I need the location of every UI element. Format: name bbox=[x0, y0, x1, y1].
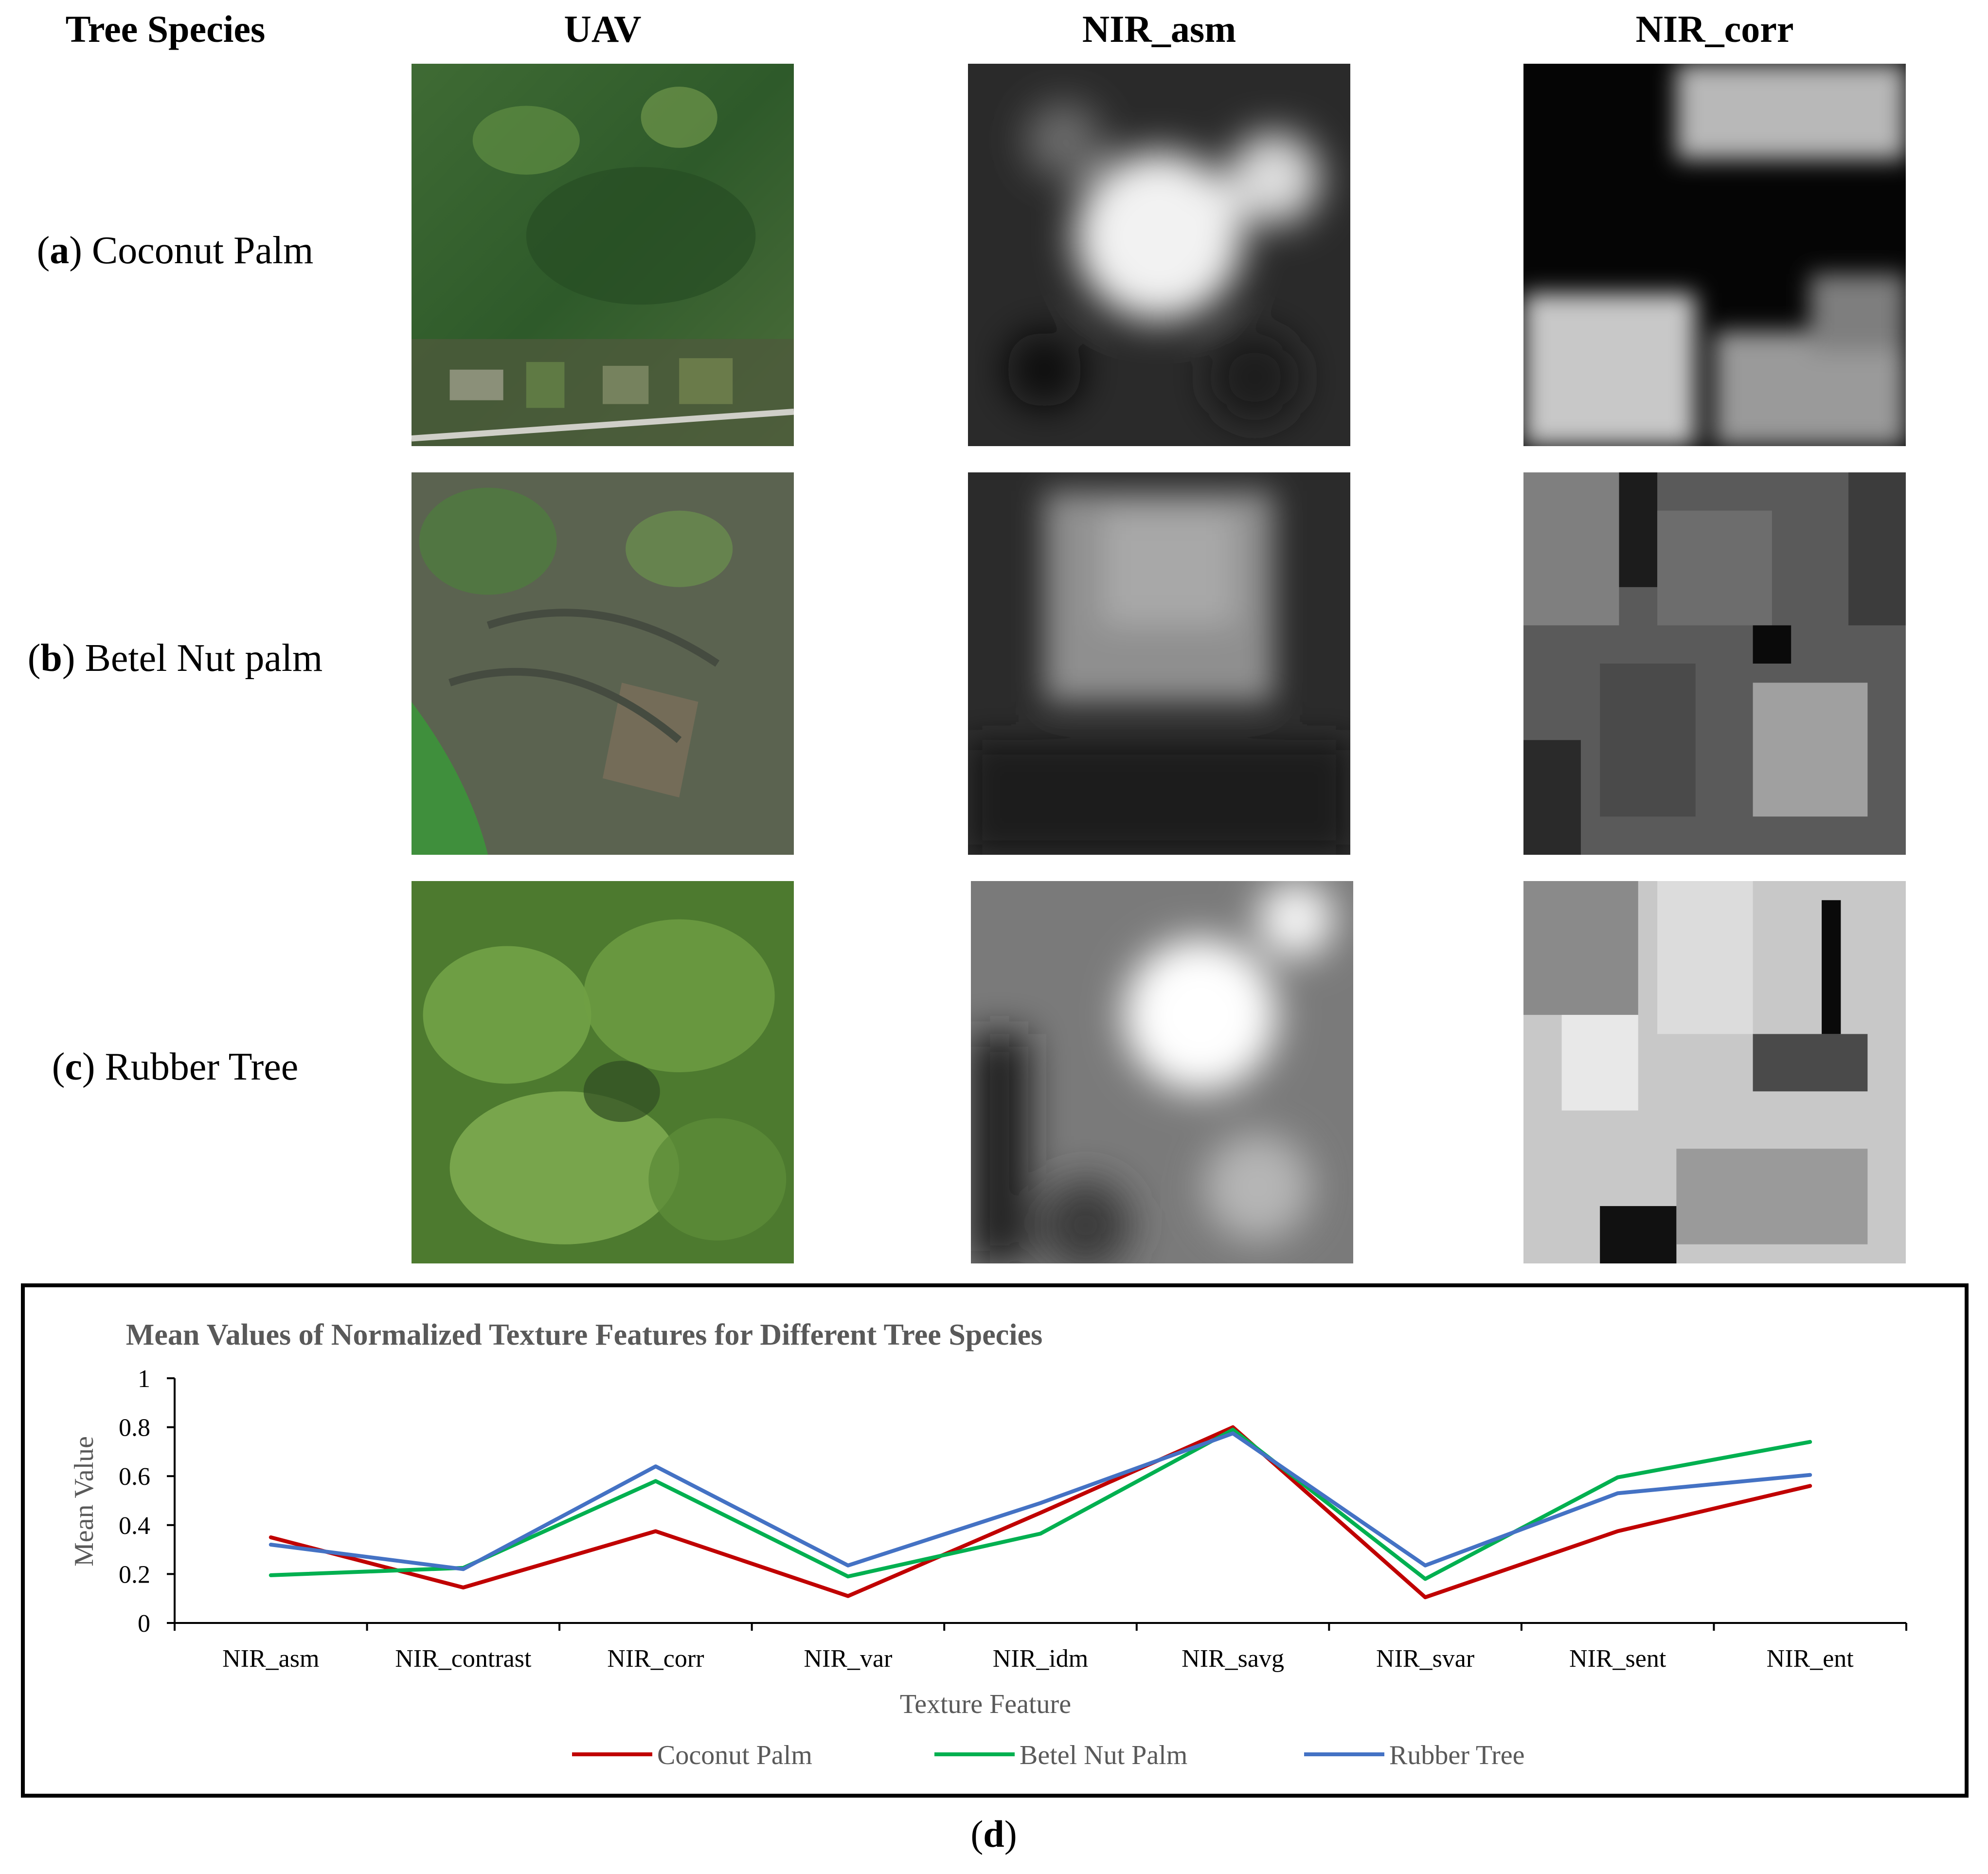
uav-image-coconut-palm bbox=[412, 64, 794, 446]
x-tick-label: NIR_contrast bbox=[395, 1645, 532, 1673]
x-tick-label: NIR_var bbox=[804, 1645, 892, 1673]
legend-label-rubber-tree: Rubber Tree bbox=[1389, 1740, 1524, 1770]
header-nir-asm: NIR_asm bbox=[1082, 8, 1236, 50]
nir-corr-image-rubber-tree bbox=[1523, 881, 1906, 1263]
x-tick-label: NIR_svar bbox=[1376, 1645, 1474, 1673]
nir-corr-image-coconut-palm bbox=[1523, 64, 1906, 446]
header-nir-corr: NIR_corr bbox=[1635, 8, 1794, 50]
series-line-coconut-palm bbox=[269, 1425, 1812, 1600]
x-tick-label: NIR_idm bbox=[993, 1645, 1088, 1673]
uav-image-rubber-tree bbox=[412, 881, 794, 1263]
chart-panel: Mean Values of Normalized Texture Featur… bbox=[21, 1283, 1969, 1798]
x-tick-label: NIR_asm bbox=[222, 1645, 319, 1673]
series-line-betel-nut-palm bbox=[269, 1427, 1812, 1581]
nir-asm-image-coconut-palm bbox=[968, 64, 1350, 446]
row-label-coconut-palm: (a) Coconut Palm bbox=[36, 229, 314, 272]
y-tick-label: 0.6 bbox=[119, 1463, 150, 1491]
y-tick-label: 0.8 bbox=[119, 1414, 150, 1442]
series-line-rubber-tree bbox=[269, 1431, 1812, 1571]
header-uav: UAV bbox=[564, 8, 642, 50]
legend-label-coconut-palm: Coconut Palm bbox=[657, 1740, 812, 1770]
header-tree-species: Tree Species bbox=[65, 8, 266, 50]
nir-corr-image-betel-nut-palm bbox=[1523, 472, 1906, 855]
nir-asm-image-betel-nut-palm bbox=[968, 472, 1350, 855]
row-label-betel-nut-palm: (b) Betel Nut palm bbox=[27, 637, 323, 680]
x-tick-label: NIR_sent bbox=[1569, 1645, 1666, 1673]
x-tick-label: NIR_corr bbox=[607, 1645, 704, 1673]
y-tick-label: 1 bbox=[138, 1365, 150, 1393]
y-tick-label: 0.4 bbox=[119, 1512, 150, 1540]
chart-title: Mean Values of Normalized Texture Featur… bbox=[126, 1318, 1042, 1351]
row-label-rubber-tree: (c) Rubber Tree bbox=[52, 1045, 299, 1088]
x-tick-label: NIR_ent bbox=[1767, 1645, 1854, 1673]
line-chart: Mean Values of Normalized Texture Featur… bbox=[69, 1318, 1907, 1770]
x-axis-label: Texture Feature bbox=[900, 1689, 1071, 1719]
y-tick-label: 0.2 bbox=[119, 1561, 150, 1588]
legend-label-betel-nut-palm: Betel Nut Palm bbox=[1020, 1740, 1187, 1770]
x-tick-label: NIR_savg bbox=[1182, 1645, 1284, 1673]
y-tick-label: 0 bbox=[138, 1610, 150, 1638]
panel-label-d: (d) bbox=[970, 1813, 1017, 1855]
y-axis-label: Mean Value bbox=[69, 1436, 99, 1567]
uav-image-betel-nut-palm bbox=[412, 472, 794, 855]
nir-asm-image-rubber-tree bbox=[971, 881, 1353, 1263]
